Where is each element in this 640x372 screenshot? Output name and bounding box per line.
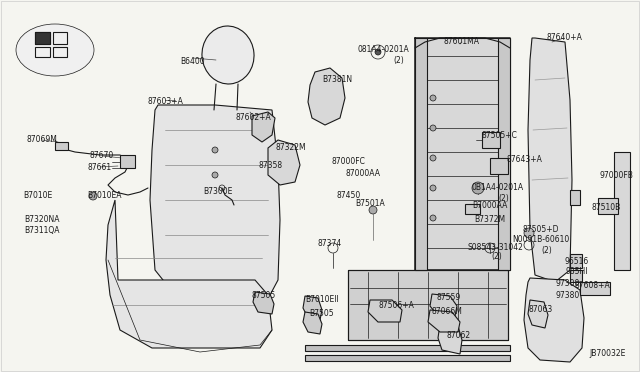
Text: B7010EII: B7010EII — [305, 295, 339, 305]
Text: B7300E: B7300E — [204, 187, 233, 196]
Circle shape — [375, 49, 381, 55]
Text: (2): (2) — [492, 253, 502, 262]
Text: B7381N: B7381N — [322, 76, 352, 84]
Text: 87062: 87062 — [447, 330, 471, 340]
Text: N0091B-60610: N0091B-60610 — [513, 235, 570, 244]
Polygon shape — [528, 38, 572, 282]
Polygon shape — [498, 38, 510, 270]
Text: 87643+A: 87643+A — [506, 155, 542, 164]
Text: 87670: 87670 — [90, 151, 114, 160]
Text: B7320NA: B7320NA — [24, 215, 60, 224]
Polygon shape — [348, 270, 508, 340]
Text: 97300: 97300 — [556, 279, 580, 289]
Text: 0B1A4-0201A: 0B1A4-0201A — [472, 183, 524, 192]
Text: B7505: B7505 — [310, 308, 334, 317]
Text: JB70032E: JB70032E — [590, 350, 626, 359]
Polygon shape — [305, 345, 510, 351]
Polygon shape — [303, 312, 322, 334]
Ellipse shape — [202, 26, 254, 84]
Text: 87505: 87505 — [252, 292, 276, 301]
Text: 87603+A: 87603+A — [147, 97, 183, 106]
Text: 87601MA: 87601MA — [444, 38, 480, 46]
Text: (2): (2) — [394, 55, 404, 64]
Polygon shape — [106, 200, 272, 348]
Text: 87505+D: 87505+D — [523, 225, 559, 234]
Polygon shape — [305, 355, 510, 361]
Text: 87602+A: 87602+A — [235, 113, 271, 122]
Polygon shape — [430, 294, 457, 316]
Text: 87000FC: 87000FC — [331, 157, 365, 167]
Ellipse shape — [16, 24, 94, 76]
Polygon shape — [428, 310, 460, 332]
Text: 87066M: 87066M — [431, 308, 463, 317]
Polygon shape — [55, 142, 68, 150]
Text: 87505+C: 87505+C — [481, 131, 517, 141]
Circle shape — [430, 185, 436, 191]
Text: (2): (2) — [499, 193, 509, 202]
Text: 97000FB: 97000FB — [599, 170, 633, 180]
Text: B7000AA: B7000AA — [472, 202, 508, 211]
Text: 87559: 87559 — [437, 294, 461, 302]
Text: 87506+A: 87506+A — [378, 301, 414, 310]
Polygon shape — [528, 300, 548, 328]
Polygon shape — [252, 112, 275, 142]
Polygon shape — [368, 300, 402, 322]
Polygon shape — [598, 198, 618, 214]
Text: 87069M: 87069M — [27, 135, 58, 144]
Polygon shape — [253, 292, 274, 314]
Polygon shape — [580, 282, 610, 295]
Polygon shape — [614, 152, 630, 270]
Text: 87358: 87358 — [259, 160, 283, 170]
Text: B6400: B6400 — [180, 58, 205, 67]
Circle shape — [430, 125, 436, 131]
Circle shape — [472, 182, 484, 194]
Polygon shape — [438, 324, 462, 354]
Text: 96516: 96516 — [565, 257, 589, 266]
Polygon shape — [150, 105, 280, 295]
Text: 081A4-0201A: 081A4-0201A — [357, 45, 409, 55]
Text: 87640+A: 87640+A — [546, 33, 582, 42]
Text: 87374: 87374 — [318, 240, 342, 248]
Text: B7372M: B7372M — [474, 215, 506, 224]
Circle shape — [212, 147, 218, 153]
Text: S08543-31042: S08543-31042 — [467, 243, 523, 251]
Circle shape — [369, 206, 377, 214]
Text: 87510B: 87510B — [591, 203, 621, 212]
Polygon shape — [35, 32, 50, 44]
Polygon shape — [415, 38, 427, 270]
Circle shape — [430, 215, 436, 221]
Circle shape — [430, 95, 436, 101]
Text: 87661: 87661 — [88, 163, 112, 171]
Polygon shape — [465, 204, 480, 214]
Circle shape — [524, 228, 534, 238]
Text: B7010EA: B7010EA — [87, 192, 121, 201]
Polygon shape — [35, 32, 50, 44]
Text: 87322M: 87322M — [276, 144, 307, 153]
Text: B7501A: B7501A — [355, 199, 385, 208]
Text: B7311QA: B7311QA — [24, 227, 60, 235]
Circle shape — [89, 192, 97, 200]
Circle shape — [430, 155, 436, 161]
Polygon shape — [268, 140, 300, 185]
Polygon shape — [308, 68, 345, 125]
Text: 87608+A: 87608+A — [574, 280, 610, 289]
Text: 87450: 87450 — [337, 192, 361, 201]
Polygon shape — [524, 278, 584, 362]
Polygon shape — [570, 190, 580, 205]
Polygon shape — [570, 254, 582, 268]
Polygon shape — [570, 270, 582, 282]
Text: B7010E: B7010E — [24, 192, 52, 201]
Polygon shape — [120, 155, 135, 168]
Polygon shape — [490, 158, 508, 174]
Text: 97380: 97380 — [556, 291, 580, 299]
Text: 985HI: 985HI — [566, 267, 588, 276]
Polygon shape — [303, 296, 322, 320]
Text: (2): (2) — [541, 246, 552, 254]
Text: 87000AA: 87000AA — [346, 170, 381, 179]
Text: 87063: 87063 — [529, 305, 553, 314]
Polygon shape — [482, 132, 500, 148]
Circle shape — [212, 172, 218, 178]
Polygon shape — [415, 38, 510, 270]
